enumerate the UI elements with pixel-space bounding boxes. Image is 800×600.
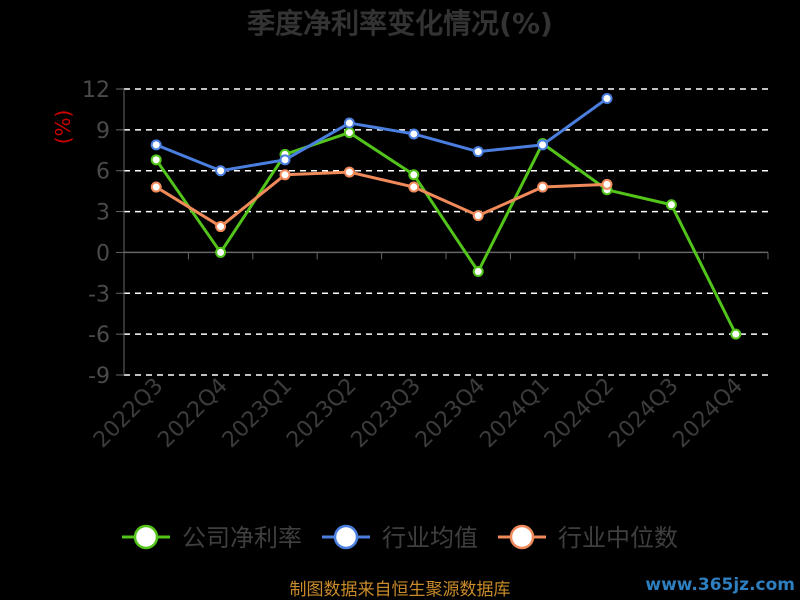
grid-layer <box>124 88 768 376</box>
y-axis-unit: (%) <box>51 110 75 145</box>
series-0 <box>150 127 742 340</box>
x-tick-label-2024Q2: 2024Q2 <box>540 374 619 453</box>
data-point-1-2024Q2 <box>601 93 613 105</box>
data-point-0-2022Q3 <box>150 154 162 166</box>
y-tick-label--3: -3 <box>88 282 110 307</box>
data-point-1-2022Q4 <box>215 165 227 177</box>
data-point-1-2023Q1 <box>279 154 291 166</box>
data-point-2-2022Q3 <box>150 181 162 193</box>
data-point-2-2023Q4 <box>472 210 484 222</box>
x-tick-label-2024Q1: 2024Q1 <box>475 374 554 453</box>
legend[interactable]: 公司净利率 行业均值 行业中位数 <box>122 524 678 552</box>
series-1 <box>150 93 613 177</box>
legend-item-1[interactable]: 行业均值 <box>322 524 478 552</box>
series-2 <box>150 166 613 233</box>
series-line-2 <box>155 170 608 229</box>
x-tick-label-2023Q4: 2023Q4 <box>411 374 490 453</box>
y-tick-label-12: 12 <box>82 78 110 103</box>
data-point-0-2024Q4 <box>730 328 742 340</box>
y-tick-label-9: 9 <box>96 119 110 144</box>
data-point-1-2024Q1 <box>537 139 549 151</box>
legend-marker-0 <box>133 524 159 550</box>
series-line-1 <box>155 97 608 173</box>
x-tick-label-2023Q1: 2023Q1 <box>218 374 297 453</box>
legend-label-2: 行业中位数 <box>558 524 678 552</box>
x-tick-label-2023Q3: 2023Q3 <box>347 374 426 453</box>
data-point-2-2024Q1 <box>537 181 549 193</box>
chart-title: 季度净利率变化情况(%) <box>247 7 553 40</box>
legend-marker-1 <box>333 524 359 550</box>
y-tick-label-6: 6 <box>96 160 110 185</box>
data-point-2-2022Q4 <box>215 221 227 233</box>
legend-label-0: 公司净利率 <box>182 524 302 552</box>
x-tick-label-2024Q4: 2024Q4 <box>669 374 748 453</box>
legend-label-1: 行业均值 <box>382 524 478 552</box>
y-tick-label--6: -6 <box>88 323 110 348</box>
data-point-0-2024Q3 <box>665 199 677 211</box>
data-point-0-2023Q4 <box>472 265 484 277</box>
x-tick-label-2024Q3: 2024Q3 <box>604 374 683 453</box>
data-point-0-2023Q2 <box>343 127 355 139</box>
data-source-note: 制图数据来自恒生聚源数据库 <box>290 580 511 600</box>
legend-marker-2 <box>509 524 535 550</box>
data-point-0-2022Q4 <box>215 246 227 258</box>
data-point-1-2023Q4 <box>472 146 484 158</box>
series-line-0 <box>154 131 738 335</box>
data-point-2-2023Q2 <box>343 166 355 178</box>
data-point-1-2022Q3 <box>150 139 162 151</box>
x-tick-label-2022Q4: 2022Q4 <box>153 374 232 453</box>
data-point-2-2024Q2 <box>601 178 613 190</box>
legend-item-0[interactable]: 公司净利率 <box>122 524 302 552</box>
x-tick-label-2023Q2: 2023Q2 <box>282 374 361 453</box>
watermark-text: www.365jz.com <box>645 575 795 595</box>
y-tick-label--9: -9 <box>88 364 110 389</box>
data-point-1-2023Q2 <box>343 117 355 129</box>
data-point-0-2023Q3 <box>408 169 420 181</box>
y-tick-label-3: 3 <box>96 201 110 226</box>
data-point-2-2023Q3 <box>408 181 420 193</box>
data-point-2-2023Q1 <box>279 169 291 181</box>
legend-item-2[interactable]: 行业中位数 <box>498 524 678 552</box>
data-point-1-2023Q3 <box>408 128 420 140</box>
y-tick-label-0: 0 <box>96 241 110 266</box>
series-layer <box>150 93 742 340</box>
axis-layer: 129630-3-6-92022Q32022Q42023Q12023Q22023… <box>82 78 769 453</box>
